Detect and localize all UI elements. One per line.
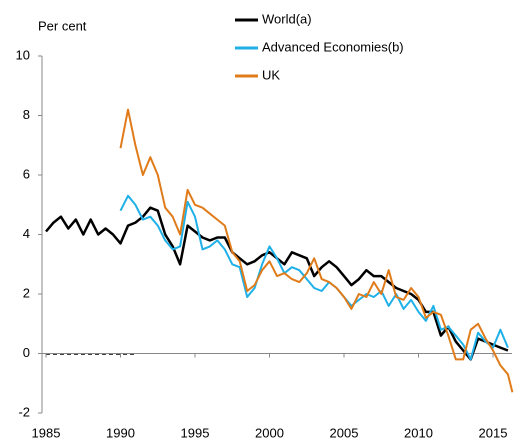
y-tick-label: 6 [23,166,30,181]
y-tick-label: 8 [23,107,30,122]
series-line [119,108,514,393]
legend-label: World(a) [262,11,312,26]
x-tick-label: 1990 [106,425,135,440]
x-tick-label: 2005 [330,425,359,440]
y-tick-label: 4 [23,226,30,241]
x-tick-label: 2010 [404,425,433,440]
y-tick-label: -2 [18,404,30,419]
x-tick-label: 1995 [181,425,210,440]
x-tick-label: 2015 [479,425,508,440]
y-tick-label: 10 [16,47,30,62]
y-tick-label: 0 [23,345,30,360]
series-line [45,206,509,361]
y-tick-label: 2 [23,285,30,300]
y-axis-label: Per cent [38,18,87,33]
legend-label: Advanced Economies(b) [262,39,404,54]
x-tick-label: 2000 [255,425,284,440]
legend-label: UK [262,67,280,82]
series-line [119,194,509,361]
x-tick-label: 1985 [32,425,61,440]
